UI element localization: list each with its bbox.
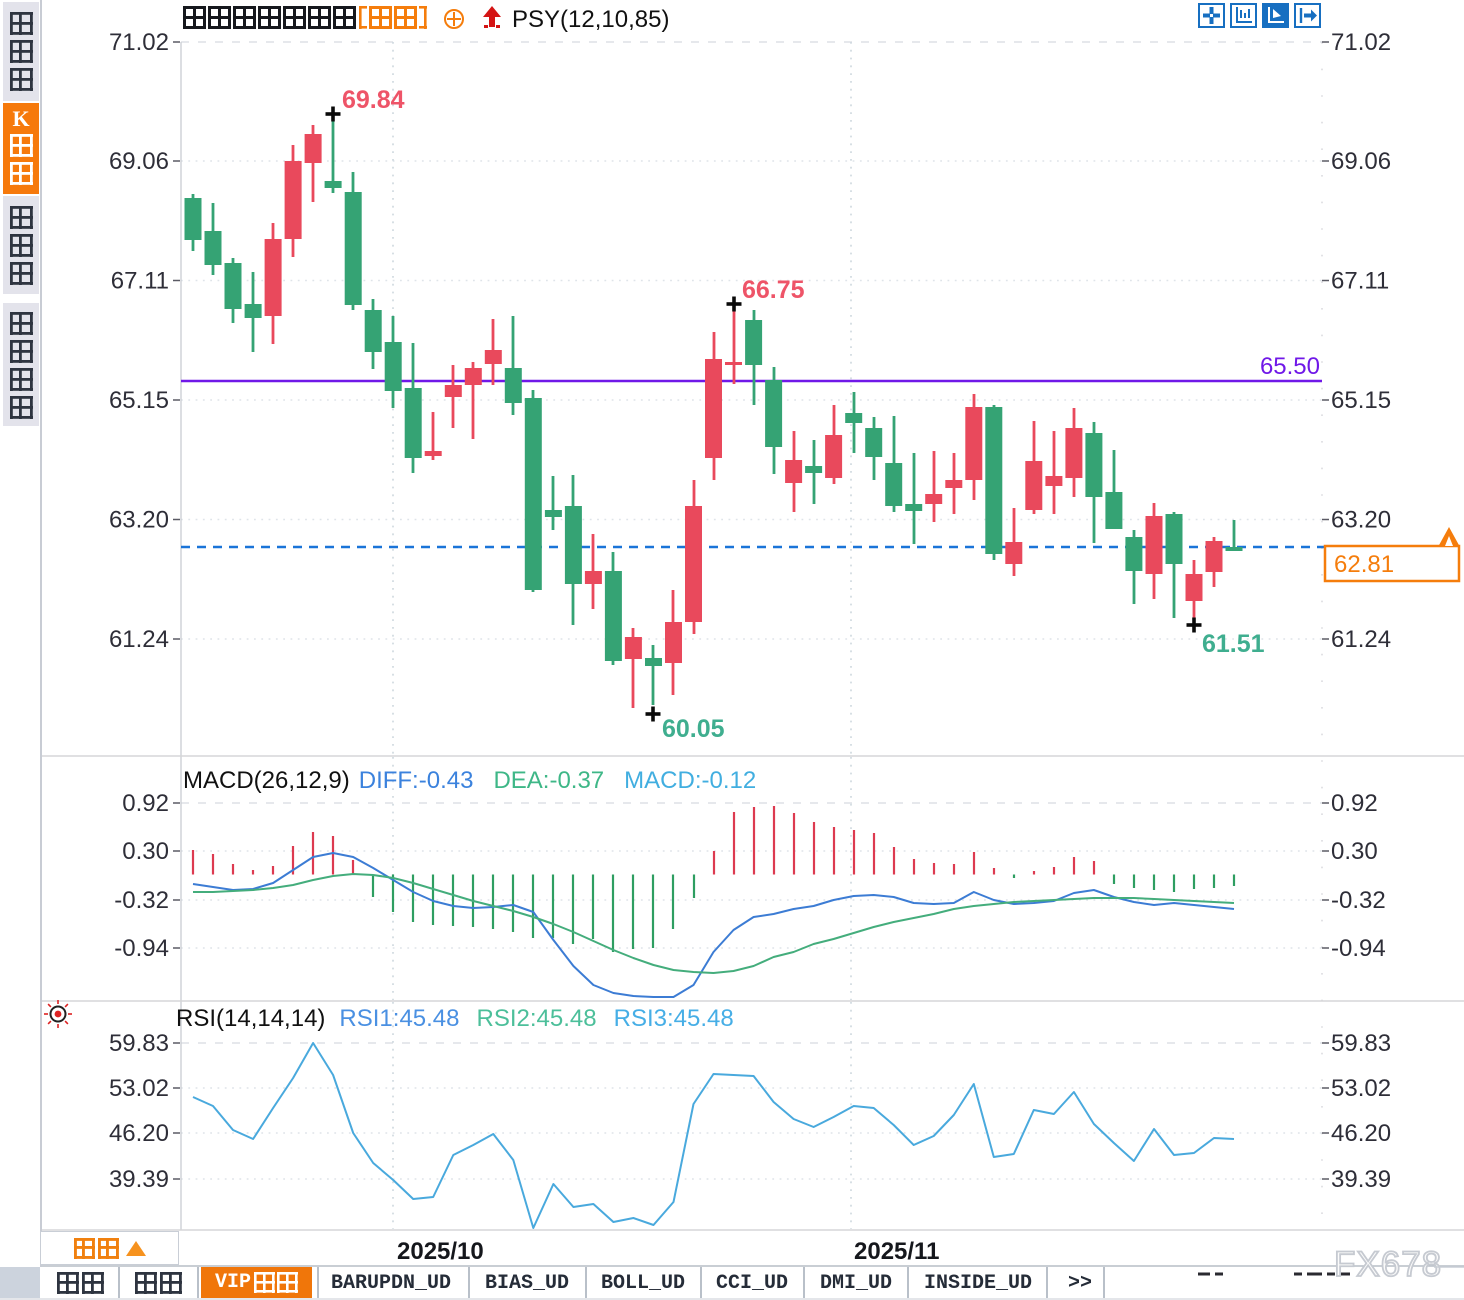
svg-text:46.20: 46.20 xyxy=(1331,1120,1391,1147)
svg-text:65.15: 65.15 xyxy=(109,387,169,414)
svg-text:66.75: 66.75 xyxy=(742,276,805,304)
svg-text:63.20: 63.20 xyxy=(1331,507,1391,534)
svg-text:69.06: 69.06 xyxy=(1331,148,1391,175)
svg-text:0.30: 0.30 xyxy=(1331,838,1378,865)
svg-text:59.83: 59.83 xyxy=(109,1030,169,1057)
svg-text:46.20: 46.20 xyxy=(109,1120,169,1147)
svg-text:67.11: 67.11 xyxy=(1331,268,1389,295)
svg-text:63.20: 63.20 xyxy=(109,507,169,534)
svg-text:71.02: 71.02 xyxy=(109,29,169,56)
svg-text:59.83: 59.83 xyxy=(1331,1030,1391,1057)
svg-text:0.92: 0.92 xyxy=(1331,790,1378,817)
svg-text:53.02: 53.02 xyxy=(109,1075,169,1102)
svg-text:39.39: 39.39 xyxy=(109,1166,169,1193)
svg-text:61.24: 61.24 xyxy=(1331,626,1391,653)
svg-text:39.39: 39.39 xyxy=(1331,1166,1391,1193)
svg-text:-0.94: -0.94 xyxy=(114,935,169,962)
svg-text:69.84: 69.84 xyxy=(342,86,405,114)
svg-text:-0.94: -0.94 xyxy=(1331,935,1386,962)
svg-text:65.15: 65.15 xyxy=(1331,387,1391,414)
svg-text:67.11: 67.11 xyxy=(111,268,169,295)
svg-text:53.02: 53.02 xyxy=(1331,1075,1391,1102)
svg-text:0.92: 0.92 xyxy=(122,790,169,817)
svg-text:65.50: 65.50 xyxy=(1260,353,1320,380)
svg-text:69.06: 69.06 xyxy=(109,148,169,175)
svg-text:PSY(12,10,85): PSY(12,10,85) xyxy=(512,6,669,33)
svg-text:0.30: 0.30 xyxy=(122,838,169,865)
svg-text:-0.32: -0.32 xyxy=(114,887,169,914)
svg-text:-0.32: -0.32 xyxy=(1331,887,1386,914)
svg-text:62.81: 62.81 xyxy=(1334,551,1394,578)
svg-text:61.51: 61.51 xyxy=(1202,630,1265,658)
svg-text:71.02: 71.02 xyxy=(1331,29,1391,56)
svg-text:61.24: 61.24 xyxy=(109,626,169,653)
svg-text:60.05: 60.05 xyxy=(662,715,725,743)
